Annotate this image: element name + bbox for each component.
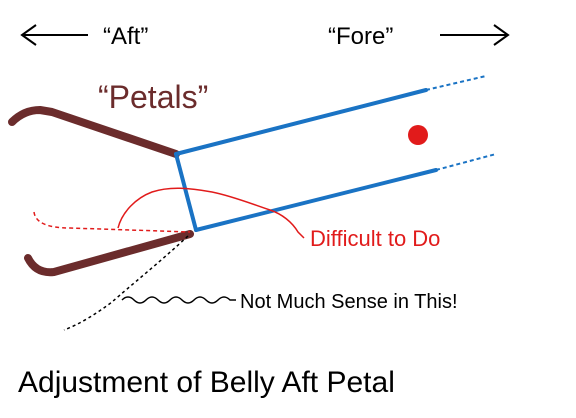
lower-petal: [24, 230, 194, 277]
adjusted-petal-dashed: [33, 211, 191, 233]
body-extension-dashed: [425, 75, 497, 171]
upper-petal: [8, 106, 180, 158]
red-dot-icon: [408, 125, 428, 145]
not-much-sense-dashed: [63, 235, 189, 331]
fore-label: “Fore”: [328, 23, 393, 50]
difficult-label: Difficult to Do: [310, 226, 440, 251]
arrow-right-icon: [440, 24, 510, 46]
petals-label: “Petals”: [98, 79, 208, 115]
diagram-caption: Adjustment of Belly Aft Petal: [18, 366, 395, 399]
arrow-left-icon: [20, 24, 88, 46]
body-outline: [174, 88, 438, 232]
not-much-sense-label: Not Much Sense in This!: [240, 291, 458, 313]
difficult-pointer: [117, 187, 305, 239]
aft-label: “Aft”: [103, 23, 148, 50]
not-much-sense-pointer: [121, 296, 236, 304]
